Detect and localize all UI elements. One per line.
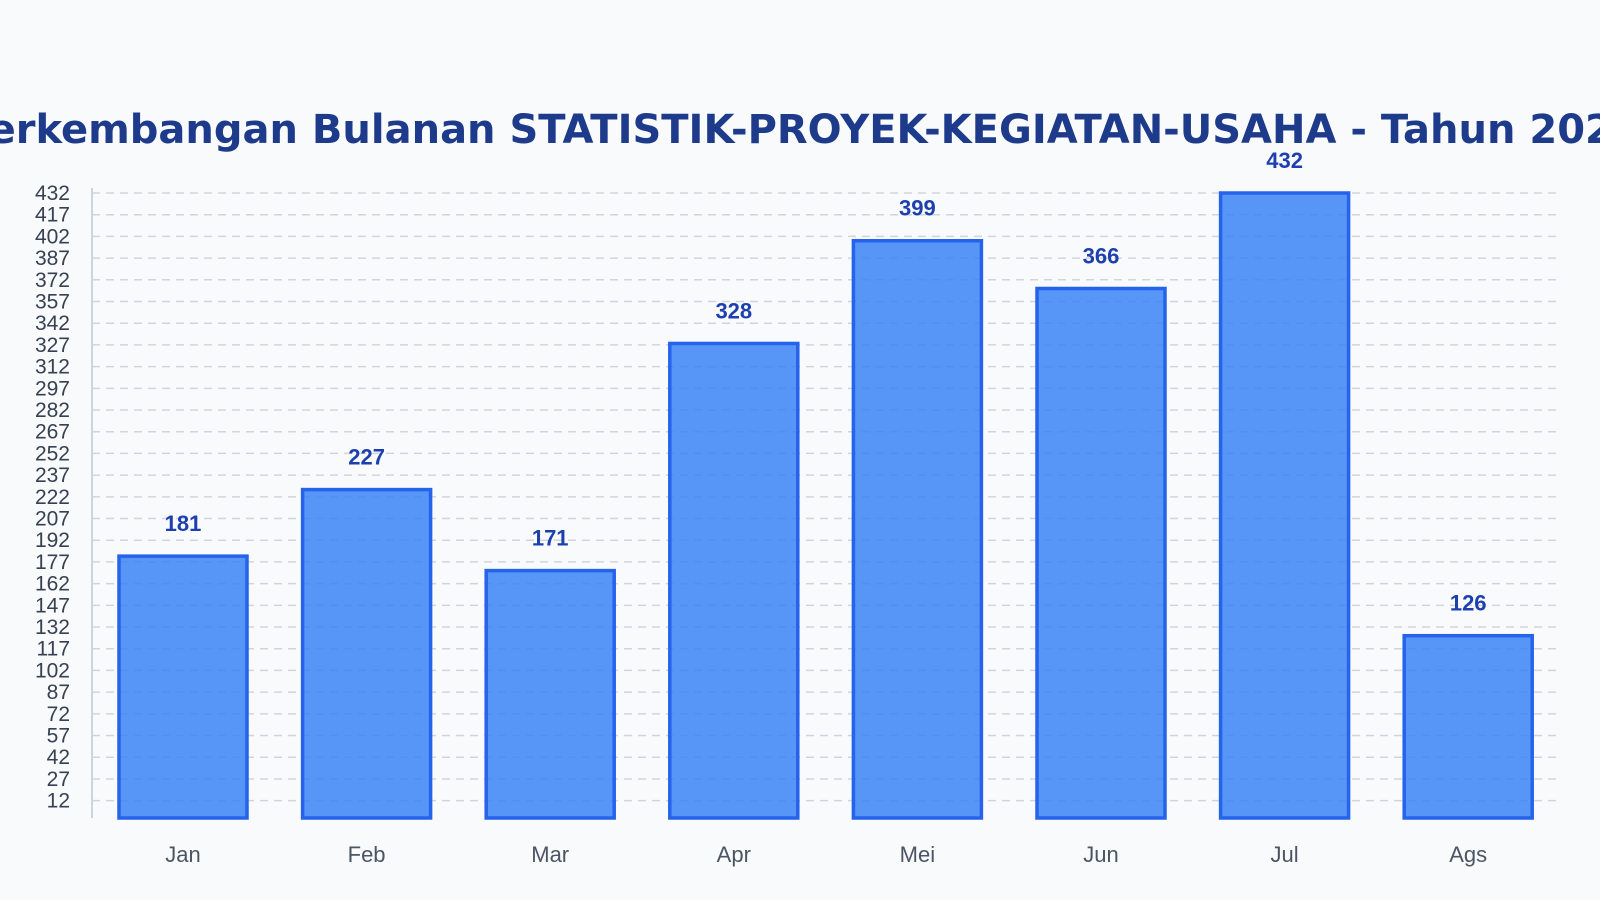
data-label: 328 [715, 298, 752, 323]
y-tick-label: 222 [35, 486, 70, 509]
bar[interactable] [668, 341, 800, 820]
y-tick-label: 372 [35, 269, 70, 292]
y-tick-label: 162 [35, 573, 70, 596]
y-tick-label: 12 [47, 790, 70, 813]
x-axis-ticks: Jan Feb Mar Apr Mei Jun Jul Ags [165, 842, 1487, 867]
bar[interactable] [300, 487, 433, 820]
bars [117, 191, 1534, 820]
y-tick-label: 132 [35, 616, 70, 639]
chart-title: Perkembangan Bulanan STATISTIK-PROYEK-KE… [0, 107, 1600, 153]
y-tick-label: 207 [35, 508, 70, 531]
y-tick-label: 267 [35, 421, 70, 444]
x-tick-label: Jul [1271, 842, 1299, 867]
data-label: 171 [532, 526, 569, 551]
x-tick-label: Feb [348, 842, 386, 867]
y-tick-label: 342 [35, 312, 70, 335]
data-label: 181 [165, 511, 202, 536]
data-label: 126 [1450, 591, 1487, 616]
bar[interactable] [851, 238, 984, 820]
data-label: 399 [899, 196, 936, 221]
y-tick-label: 147 [35, 594, 70, 617]
y-tick-label: 252 [35, 442, 70, 465]
bar[interactable] [484, 568, 616, 820]
y-tick-label: 87 [47, 681, 70, 704]
data-label: 432 [1266, 148, 1303, 173]
bar[interactable] [117, 554, 249, 820]
y-tick-label: 417 [35, 204, 70, 227]
y-tick-label: 357 [35, 291, 70, 314]
x-tick-label: Jun [1083, 842, 1118, 867]
x-tick-label: Ags [1449, 842, 1487, 867]
y-tick-label: 72 [47, 703, 70, 726]
y-tick-label: 177 [35, 551, 70, 574]
y-axis-ticks: 1227425772871021171321471621771922072222… [35, 182, 70, 813]
y-tick-label: 57 [47, 725, 70, 748]
data-labels: 181 227 171 328 399 366 432 126 [165, 148, 1487, 616]
y-tick-label: 117 [37, 638, 70, 661]
y-tick-label: 42 [47, 746, 70, 769]
x-tick-label: Mei [900, 842, 935, 867]
x-tick-label: Mar [531, 842, 569, 867]
y-tick-label: 102 [35, 659, 70, 682]
y-tick-label: 327 [35, 334, 70, 357]
y-tick-label: 432 [35, 182, 70, 205]
x-tick-label: Jan [165, 842, 200, 867]
x-tick-label: Apr [717, 842, 751, 867]
y-tick-label: 192 [35, 529, 70, 552]
data-label: 227 [348, 445, 385, 470]
y-tick-label: 297 [35, 377, 70, 400]
y-tick-label: 312 [35, 356, 70, 379]
y-tick-label: 402 [35, 225, 70, 248]
bar[interactable] [1218, 191, 1351, 820]
bar[interactable] [1402, 633, 1534, 820]
y-tick-label: 282 [35, 399, 70, 422]
y-tick-label: 387 [35, 247, 70, 270]
y-tick-label: 237 [35, 464, 70, 487]
data-label: 366 [1083, 243, 1120, 268]
y-tick-label: 27 [47, 768, 70, 791]
bar[interactable] [1035, 286, 1167, 820]
